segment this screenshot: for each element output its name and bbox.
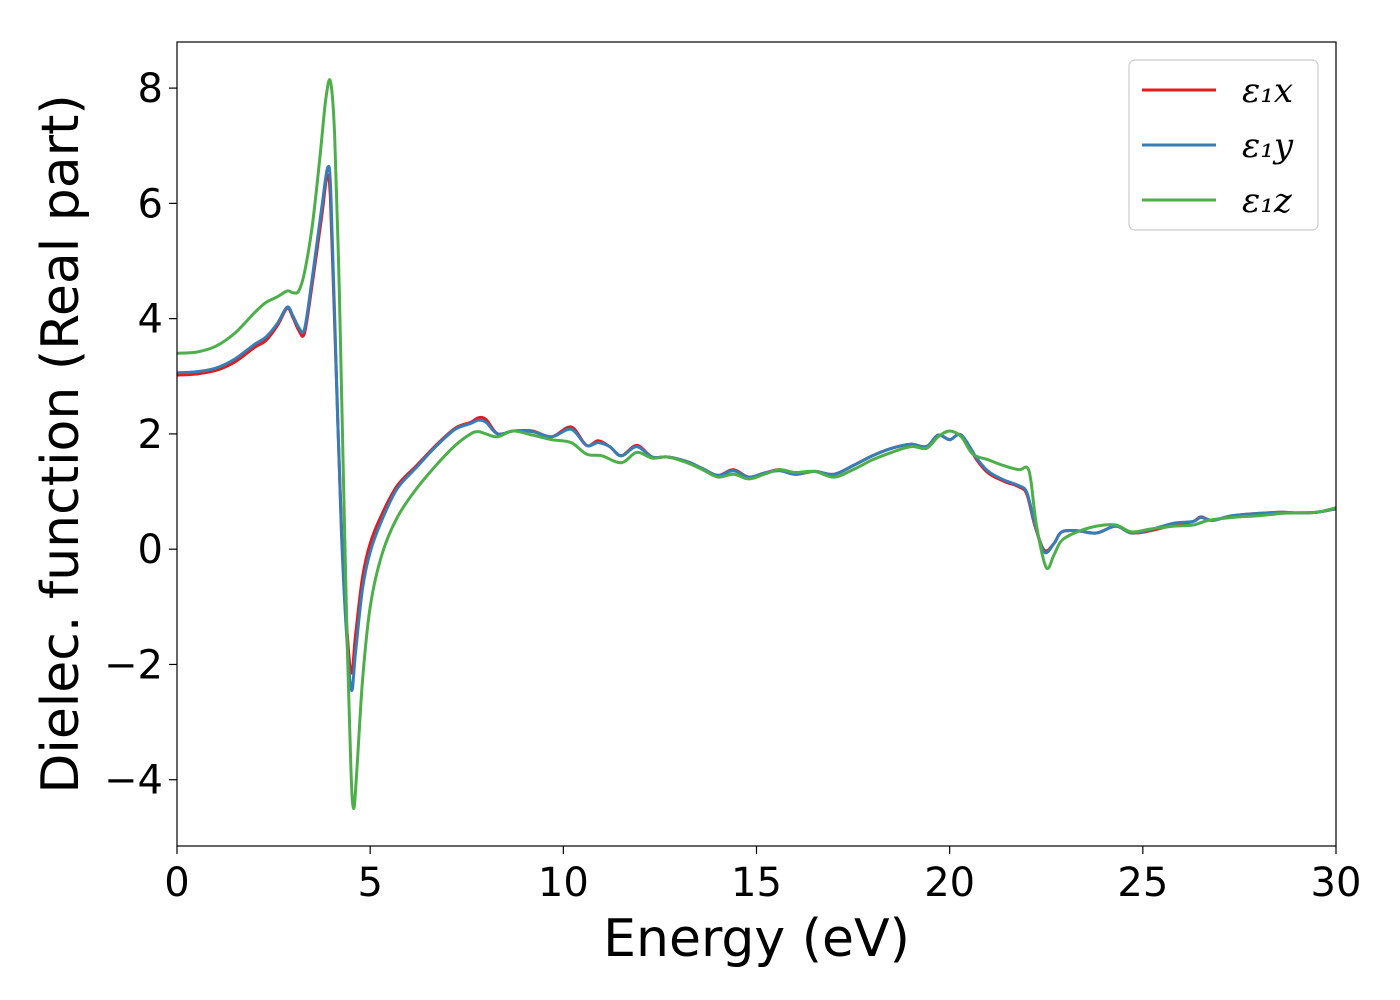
y-tick-label: 0 <box>138 527 163 573</box>
y-axis: −4 −2 0 2 4 6 8 <box>104 66 177 804</box>
x-tick-label: 20 <box>924 860 975 906</box>
x-tick-label: 10 <box>538 860 589 906</box>
x-tick-label: 15 <box>731 860 782 906</box>
x-tick-label: 30 <box>1311 860 1362 906</box>
series-line-3 <box>177 78 1336 811</box>
x-axis: 0 5 10 15 20 25 30 <box>164 846 1361 906</box>
legend-label: ε₁y <box>1242 126 1294 166</box>
legend-label: ε₁z <box>1242 181 1293 221</box>
y-tick-label: −4 <box>104 758 163 804</box>
x-tick-label: 0 <box>164 860 189 906</box>
x-axis-title: Energy (eV) <box>603 909 910 969</box>
y-tick-label: 4 <box>138 297 163 343</box>
x-tick-label: 25 <box>1117 860 1168 906</box>
y-axis-title: Dielec. function (Real part) <box>31 94 91 793</box>
y-tick-label: −2 <box>104 642 163 688</box>
x-tick-label: 5 <box>357 860 382 906</box>
y-tick-label: 8 <box>138 66 163 112</box>
y-tick-label: 6 <box>138 181 163 227</box>
legend-box <box>1128 59 1319 231</box>
y-tick-label: 2 <box>138 412 163 458</box>
legend: ε₁x ε₁y ε₁z <box>1128 59 1319 231</box>
series-layer <box>177 78 1336 811</box>
legend-label: ε₁x <box>1242 71 1293 111</box>
